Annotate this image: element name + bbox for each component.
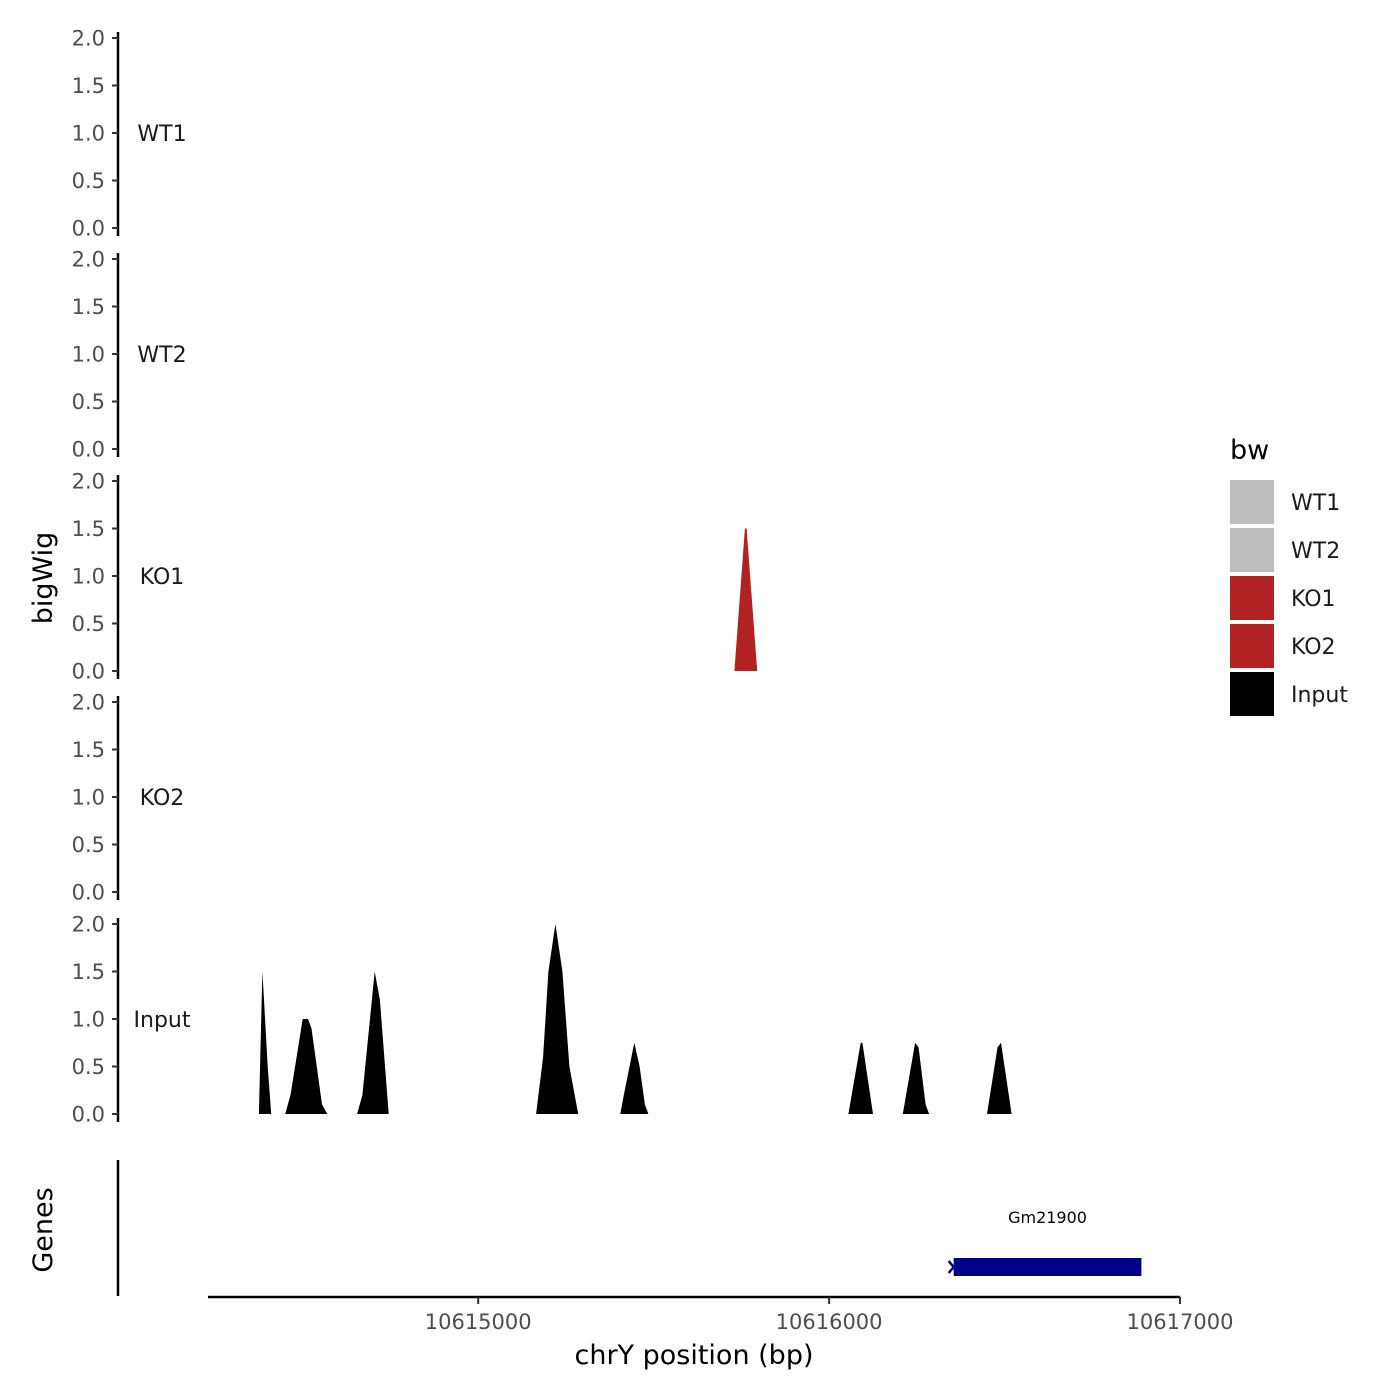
y-tick-label: 0.5: [72, 390, 105, 414]
track-label: Input: [134, 1008, 191, 1033]
y-tick-label: 1.0: [72, 1008, 105, 1032]
y-tick-label: 0.0: [72, 660, 105, 684]
legend-entry: KO2: [1228, 622, 1336, 670]
gene-body: [953, 1258, 1142, 1276]
y-tick-label: 0.0: [72, 1103, 105, 1127]
gene-strand-marker: [947, 1260, 960, 1274]
x-tick-label: 10615000: [425, 1310, 532, 1334]
genes-axis-title: Genes: [28, 1187, 59, 1272]
legend-label: WT2: [1291, 539, 1340, 564]
legend-label: KO2: [1291, 635, 1336, 660]
y-tick-label: 1.5: [72, 74, 105, 98]
x-tick-label: 10617000: [1127, 1310, 1234, 1334]
y-tick-label: 0.5: [72, 169, 105, 193]
y-tick-label: 0.5: [72, 833, 105, 857]
legend-swatch: [1228, 478, 1276, 526]
legend-swatch: [1228, 622, 1276, 670]
y-tick-label: 1.0: [72, 343, 105, 367]
y-tick-label: 0.0: [72, 438, 105, 462]
signal-peak: [536, 924, 579, 1114]
legend-label: KO1: [1291, 587, 1336, 612]
y-tick-label: 1.0: [72, 786, 105, 810]
legend-swatch: [1228, 574, 1276, 622]
y-tick-label: 0.5: [72, 612, 105, 636]
y-tick-label: 2.0: [72, 691, 105, 715]
legend-entry: KO1: [1228, 574, 1336, 622]
track-label: KO2: [140, 786, 185, 811]
y-tick-label: 2.0: [72, 248, 105, 272]
y-tick-label: 2.0: [72, 913, 105, 937]
track-label: WT2: [137, 343, 186, 368]
legend-title: bw: [1230, 435, 1269, 466]
y-tick-label: 1.5: [72, 960, 105, 984]
track-ko2: 0.0 0.5 1.0 1.5 2.0 KO2: [72, 691, 185, 905]
y-tick-label: 0.5: [72, 1055, 105, 1079]
signal-peak: [848, 1042, 873, 1114]
legend-swatch: [1228, 670, 1276, 718]
signal-peak: [258, 971, 272, 1114]
signal-peak: [987, 1042, 1012, 1114]
genes-panel: Gm21900: [116, 1160, 1142, 1296]
legend: bw WT1 WT2 KO1 KO2 Input: [1228, 435, 1348, 718]
track-wt1: 0.0 0.5 1.0 1.5 2.0 WT1: [72, 27, 187, 241]
x-tick-label: 10616000: [776, 1310, 883, 1334]
y-tick-label: 2.0: [72, 27, 105, 51]
y-tick-label: 1.5: [72, 517, 105, 541]
track-wt2: 0.0 0.5 1.0 1.5 2.0 WT2: [72, 248, 187, 462]
signal-peak: [357, 971, 389, 1114]
y-tick-label: 0.0: [72, 881, 105, 905]
legend-entry: Input: [1228, 670, 1348, 718]
track-ko1: 0.0 0.5 1.0 1.5 2.0 KO1: [72, 470, 758, 684]
legend-entry: WT2: [1228, 526, 1340, 574]
y-tick-label: 0.0: [72, 217, 105, 241]
signal-peak: [902, 1042, 930, 1114]
track-input: 0.0 0.5 1.0 1.5 2.0 Input: [72, 913, 1012, 1127]
signal-peak: [734, 528, 758, 671]
y-axis-title: bigWig: [28, 532, 59, 625]
y-tick-label: 1.5: [72, 738, 105, 762]
track-label: WT1: [137, 122, 186, 147]
y-tick-label: 1.5: [72, 295, 105, 319]
legend-label: Input: [1291, 683, 1348, 708]
y-tick-label: 2.0: [72, 470, 105, 494]
legend-swatch: [1228, 526, 1276, 574]
y-tick-label: 1.0: [72, 565, 105, 589]
x-axis-title: chrY position (bp): [574, 1340, 813, 1371]
y-tick-label: 1.0: [72, 122, 105, 146]
track-label: KO1: [140, 565, 185, 590]
legend-entry: WT1: [1228, 478, 1340, 526]
tracks-layer: 0.00.51.01.52.0WT10.00.51.01.52.0WT20.00…: [72, 27, 1012, 1127]
gene-label: Gm21900: [1008, 1208, 1087, 1227]
legend-label: WT1: [1291, 491, 1340, 516]
signal-peak: [620, 1042, 649, 1114]
x-axis: 10615000 10616000 10617000: [208, 1295, 1234, 1334]
signal-peak: [285, 1019, 328, 1114]
